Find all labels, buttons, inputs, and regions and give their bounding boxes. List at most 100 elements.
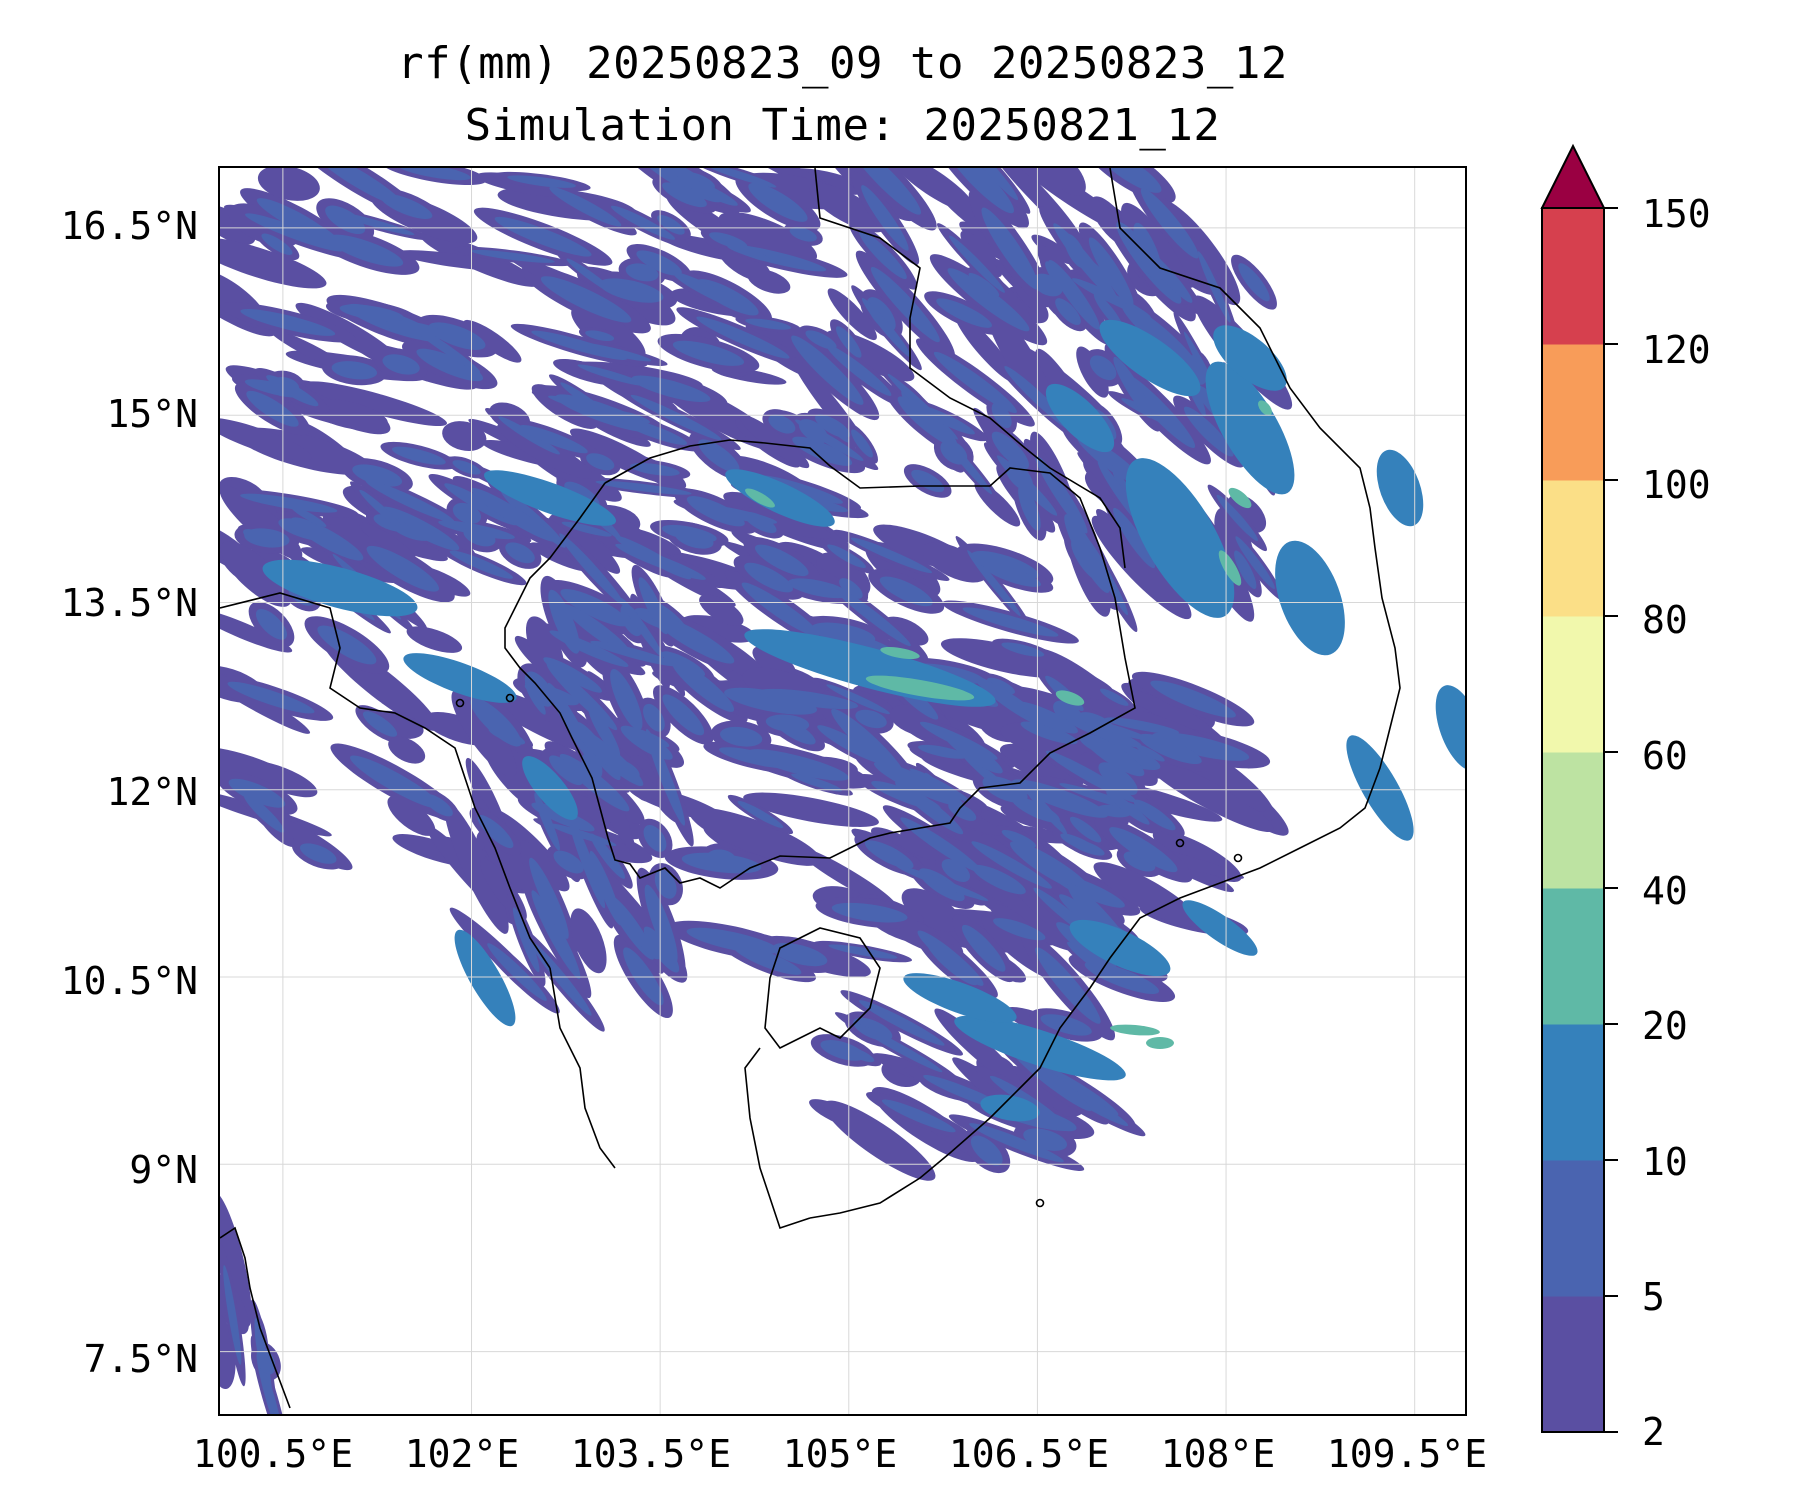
rain-core xyxy=(1258,400,1272,416)
rain-streak xyxy=(972,864,1026,895)
rain-streak xyxy=(861,185,909,251)
rain-streak xyxy=(741,507,832,539)
rain-streak xyxy=(1098,762,1138,796)
rain-streak xyxy=(747,749,849,781)
rain-streak xyxy=(826,344,892,396)
rain-streak xyxy=(245,213,344,252)
colorbar-label: 5 xyxy=(1642,1275,1665,1319)
colorbar-frame xyxy=(1541,207,1605,1433)
lat-tick-label: 12°N xyxy=(106,770,198,814)
island xyxy=(1175,838,1185,848)
rainfall-field-peak xyxy=(745,400,1272,1049)
rain-streak xyxy=(689,807,821,866)
rain-streak xyxy=(573,341,652,362)
rain-streak xyxy=(657,214,685,235)
rain-streak xyxy=(227,681,315,714)
rain-streak xyxy=(610,669,643,731)
rain-streak xyxy=(620,597,664,658)
rain-streak xyxy=(671,660,735,712)
rain-streak xyxy=(519,425,588,454)
colorbar-segment xyxy=(1542,888,1604,1025)
rain-streak xyxy=(1234,550,1257,590)
rain-streak xyxy=(915,404,975,435)
rain-core xyxy=(880,646,920,660)
rain-streak xyxy=(961,924,1006,972)
rain-streak xyxy=(839,578,863,599)
rain-streak xyxy=(451,689,517,777)
rain-core xyxy=(1146,1037,1174,1049)
rain-streak xyxy=(1121,303,1198,370)
rain-streak xyxy=(1001,829,1037,848)
colorbar-label: 20 xyxy=(1642,1004,1688,1048)
rain-streak xyxy=(1109,827,1178,873)
rain-streak xyxy=(366,545,440,592)
rain-streak xyxy=(798,419,828,444)
rain-streak xyxy=(733,944,802,975)
rain-streak xyxy=(595,480,692,495)
rain-streak xyxy=(934,1008,1021,1087)
rain-streak xyxy=(471,249,555,263)
rain-streak xyxy=(549,755,583,786)
rain-streak xyxy=(255,608,288,640)
rain-streak xyxy=(1089,355,1117,381)
rain-streak xyxy=(960,230,1003,278)
rain-streak xyxy=(540,276,632,323)
rain-streak xyxy=(243,793,285,833)
rain-streak xyxy=(993,918,1046,941)
rain-streak xyxy=(772,942,828,967)
rain-streak xyxy=(568,814,606,909)
rain-streak xyxy=(220,661,311,734)
rain-streak xyxy=(1011,168,1137,238)
rain-streak xyxy=(755,544,809,577)
rain-streak xyxy=(1099,688,1129,706)
colorbar-label: 60 xyxy=(1642,734,1688,778)
rain-streak xyxy=(1032,273,1063,297)
rain-band xyxy=(1346,735,1414,841)
rain-streak xyxy=(1055,298,1081,326)
rain-streak xyxy=(961,168,1019,201)
rain-streak xyxy=(590,640,679,667)
rain-streak xyxy=(261,233,293,255)
rain-streak xyxy=(392,446,446,465)
rain-streak xyxy=(791,773,842,792)
rain-streak xyxy=(562,604,632,656)
rain-streak xyxy=(940,638,1066,678)
rainfall-map xyxy=(220,168,1465,1414)
rain-streak xyxy=(529,857,569,939)
lon-tick-label: 103.5°E xyxy=(570,1432,732,1476)
rain-streak xyxy=(1150,680,1236,718)
rain-streak xyxy=(290,505,327,527)
rain-streak xyxy=(811,622,876,645)
rain-streak xyxy=(901,888,962,932)
rain-streak xyxy=(631,375,711,402)
rain-streak xyxy=(352,464,403,487)
rain-streak xyxy=(362,711,398,737)
rain-band xyxy=(454,929,516,1027)
rain-streak xyxy=(444,483,518,526)
island xyxy=(455,698,465,708)
rain-streak xyxy=(387,795,436,836)
rain-streak xyxy=(1151,732,1250,761)
rain-band xyxy=(484,470,616,526)
rain-streak xyxy=(553,514,621,574)
rain-streak xyxy=(686,496,745,527)
rain-streak xyxy=(867,297,896,332)
rain-streak xyxy=(724,687,818,715)
rain-streak xyxy=(991,431,1030,470)
coastline xyxy=(220,592,551,969)
lat-tick-label: 13.5°N xyxy=(60,581,198,625)
rain-streak xyxy=(630,394,722,441)
rain-streak xyxy=(1020,721,1078,745)
rain-streak xyxy=(855,709,887,729)
rain-streak xyxy=(388,736,426,764)
rain-streak xyxy=(1023,1128,1067,1151)
rain-streak xyxy=(498,416,560,455)
rain-streak xyxy=(709,232,748,249)
rain-band xyxy=(954,1015,1126,1081)
rain-streak xyxy=(962,607,1059,637)
rain-streak xyxy=(1035,455,1088,534)
rain-streak xyxy=(1214,507,1254,573)
rain-streak xyxy=(588,706,621,758)
rain-streak xyxy=(937,429,992,495)
rain-streak xyxy=(382,354,420,375)
